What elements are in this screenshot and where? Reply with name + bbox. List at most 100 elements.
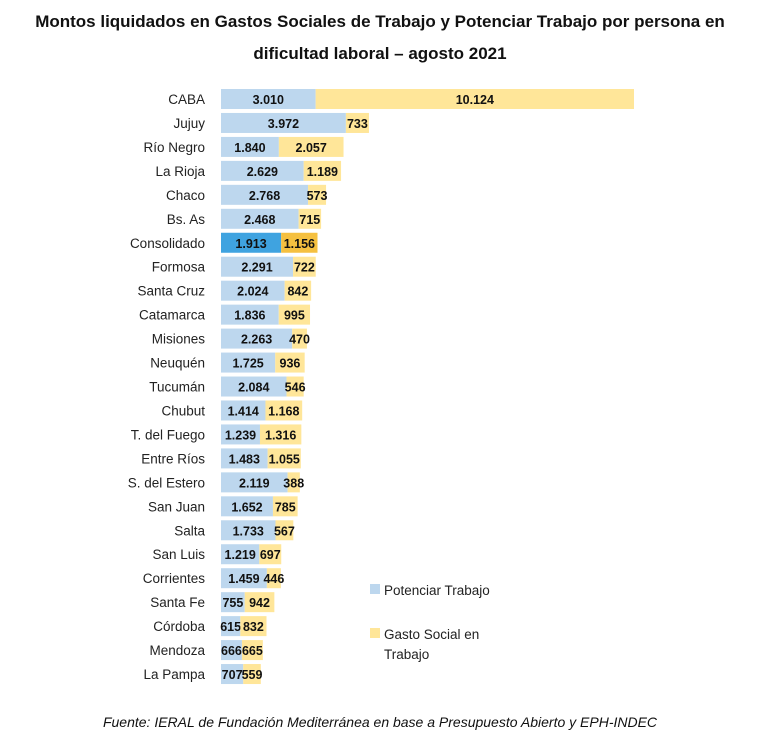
bar-gasto-social (244, 592, 275, 613)
data-label: 697 (260, 548, 281, 562)
data-label: 733 (347, 117, 368, 131)
chart-title-line2: dificultad laboral – agosto 2021 (253, 44, 507, 63)
data-label: 1.055 (269, 452, 300, 466)
bar-potenciar-trabajo (221, 112, 346, 133)
bar-gasto-social (293, 256, 316, 277)
data-label: 1.219 (225, 548, 256, 562)
category-label: T. del Fuego (131, 427, 205, 442)
category-label: La Pampa (143, 667, 205, 682)
category-label: Entre Ríos (141, 451, 205, 466)
bar-gasto-social (267, 448, 301, 469)
bar-gasto-social (315, 89, 634, 109)
data-label: 10.124 (456, 93, 494, 107)
data-label: 388 (283, 476, 304, 490)
data-label: 1.316 (265, 428, 296, 442)
bar-gasto-social (259, 424, 302, 445)
data-label: 722 (294, 261, 315, 275)
bar-gasto-social (308, 184, 327, 205)
bar-gasto-social (241, 640, 263, 661)
data-label: 832 (243, 620, 264, 634)
data-label: 942 (249, 596, 270, 610)
bar-potenciar-trabajo (221, 304, 279, 325)
bar-potenciar-trabajo (221, 616, 241, 637)
data-label: 1.414 (228, 404, 259, 418)
category-label: Río Negro (143, 140, 205, 155)
data-label: 1.168 (268, 404, 299, 418)
data-label: 715 (299, 213, 320, 227)
bar-gasto-social (298, 208, 322, 229)
data-label: 1.840 (234, 141, 265, 155)
category-label: Santa Fe (150, 595, 205, 610)
bar-potenciar-trabajo (221, 520, 276, 541)
bar-potenciar-trabajo (221, 472, 288, 493)
bar-potenciar-trabajo (221, 328, 293, 349)
bar-gasto-social (243, 664, 261, 685)
category-label: Formosa (152, 260, 206, 275)
data-label: 1.733 (233, 524, 264, 538)
category-label: La Rioja (155, 164, 205, 179)
data-label: 573 (307, 189, 328, 203)
bar-gasto-social (272, 496, 298, 517)
bar-potenciar-trabajo (221, 448, 268, 469)
legend-label-gasto-social: Gasto Social en (384, 627, 479, 642)
legend-swatch-gasto-social (370, 628, 380, 638)
category-label: Misiones (152, 332, 206, 347)
category-label: Mendoza (149, 643, 205, 658)
bar-gasto-social (275, 520, 294, 541)
legend-swatch-potenciar-trabajo (370, 584, 380, 594)
data-label: 666 (221, 644, 242, 658)
data-label: 1.913 (235, 237, 266, 251)
bar-potenciar-trabajo (221, 424, 260, 445)
category-label: Jujuy (173, 116, 205, 131)
bar-gasto-social (303, 160, 342, 181)
data-label: 2.263 (241, 333, 272, 347)
category-label: CABA (168, 92, 205, 107)
data-label: 1.483 (229, 452, 260, 466)
data-label: 2.119 (239, 476, 270, 490)
data-label: 546 (285, 381, 306, 395)
bar-potenciar-trabajo (221, 256, 294, 277)
data-label: 2.024 (237, 285, 268, 299)
data-label: 1.836 (234, 309, 265, 323)
data-label: 2.629 (247, 165, 278, 179)
data-label: 446 (263, 572, 284, 586)
data-label: 842 (287, 285, 308, 299)
data-label: 1.725 (232, 357, 263, 371)
category-label: S. del Estero (128, 475, 205, 490)
data-label: 559 (242, 668, 263, 682)
data-label: 3.972 (268, 117, 299, 131)
category-label: Catamarca (139, 308, 206, 323)
data-label: 567 (274, 524, 295, 538)
data-label: 1.652 (231, 500, 262, 514)
bar-potenciar-trabajo (221, 184, 309, 205)
data-label: 1.459 (228, 572, 259, 586)
data-label: 2.768 (249, 189, 280, 203)
legend-label-potenciar-trabajo: Potenciar Trabajo (384, 583, 490, 598)
bar-potenciar-trabajo (221, 592, 245, 613)
data-label: 785 (275, 500, 296, 514)
bar-gasto-social (265, 400, 303, 421)
bar-potenciar-trabajo (221, 496, 273, 517)
bar-potenciar-trabajo (221, 640, 242, 661)
data-label: 615 (220, 620, 241, 634)
data-label: 2.468 (244, 213, 275, 227)
bar-potenciar-trabajo (221, 208, 299, 229)
bar-gasto-social (284, 280, 312, 301)
bar-potenciar-trabajo (221, 160, 304, 181)
data-label: 2.084 (238, 381, 269, 395)
legend-label-gasto-social-line2: Trabajo (384, 647, 429, 662)
chart-title-line1: Montos liquidados en Gastos Sociales de … (35, 12, 725, 31)
category-label: Santa Cruz (137, 284, 205, 299)
bar-potenciar-trabajo (221, 232, 282, 253)
category-label: Salta (174, 523, 205, 538)
bar-potenciar-trabajo (221, 568, 267, 589)
data-label: 1.239 (225, 428, 256, 442)
bar-gasto-social (275, 352, 305, 373)
bar-gasto-social (345, 112, 369, 133)
data-label: 2.057 (296, 141, 327, 155)
category-label: Tucumán (149, 380, 205, 395)
category-label: Córdoba (153, 619, 205, 634)
bar-gasto-social (259, 544, 282, 565)
category-label: Chaco (166, 188, 205, 203)
